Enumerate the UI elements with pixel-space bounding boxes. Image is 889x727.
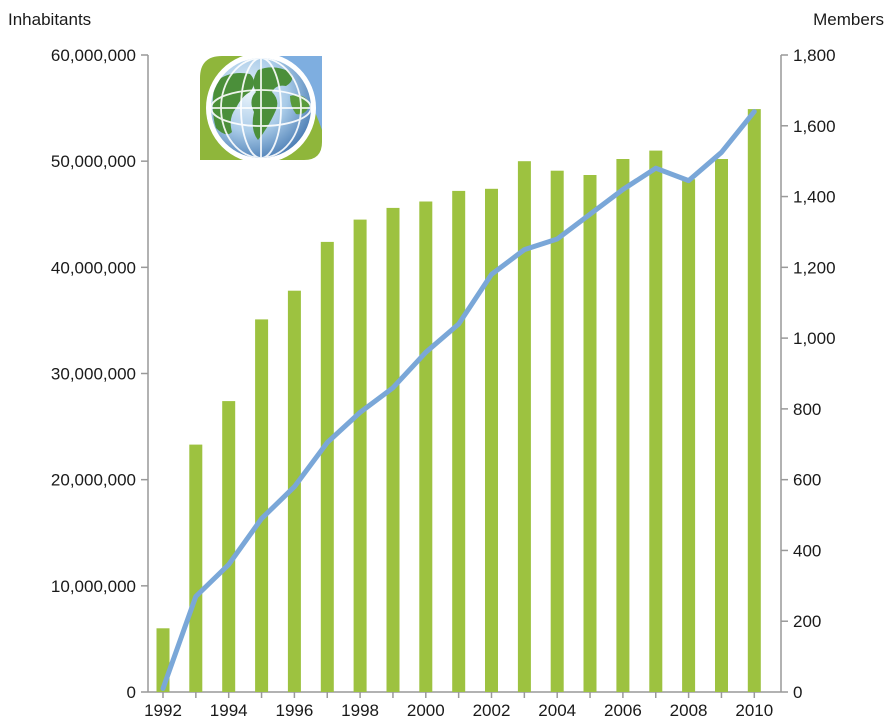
left-tick-label: 50,000,000: [51, 152, 136, 171]
bar-2000: [419, 202, 432, 693]
x-tick-label: 1996: [275, 701, 313, 720]
right-tick-label: 1,200: [793, 258, 836, 277]
bar-1994: [222, 401, 235, 692]
x-tick-label: 2004: [538, 701, 576, 720]
right-tick-label: 200: [793, 612, 821, 631]
bar-2002: [485, 189, 498, 692]
x-tick-label: 2002: [473, 701, 511, 720]
right-tick-label: 1,600: [793, 117, 836, 136]
left-axis-title: Inhabitants: [8, 10, 91, 29]
right-tick-label: 1,400: [793, 188, 836, 207]
right-tick-label: 400: [793, 541, 821, 560]
x-tick-label: 2008: [670, 701, 708, 720]
right-axis-title: Members: [813, 10, 884, 29]
left-tick-label: 40,000,000: [51, 258, 136, 277]
right-tick-label: 600: [793, 471, 821, 490]
bar-2006: [616, 159, 629, 692]
left-tick-label: 20,000,000: [51, 471, 136, 490]
left-axis-ticks: 0 10,000,000 20,000,000 30,000,000 40,000,00…: [51, 46, 148, 702]
x-axis-ticks: 1992 1994 1996 1998 2000 2002 2004 2006 2008 2010: [144, 692, 773, 720]
right-tick-label: 800: [793, 400, 821, 419]
bar-1995: [255, 319, 268, 692]
right-axis-ticks: 0 200 400 600 800 1,000 1,200 1,400 1,600 1,800: [781, 46, 836, 702]
right-tick-label: 1,800: [793, 46, 836, 65]
bar-2010: [748, 109, 761, 692]
x-tick-label: 2010: [735, 701, 773, 720]
bar-2008: [682, 179, 695, 692]
bar-series: [157, 109, 761, 692]
left-tick-label: 10,000,000: [51, 577, 136, 596]
x-tick-label: 1998: [341, 701, 379, 720]
bar-2001: [452, 191, 465, 692]
bar-1997: [321, 242, 334, 692]
globe-logo-icon: [200, 53, 322, 163]
bar-2005: [584, 175, 597, 692]
bar-2009: [715, 159, 728, 692]
left-tick-label: 30,000,000: [51, 365, 136, 384]
x-tick-label: 2006: [604, 701, 642, 720]
bar-1998: [354, 220, 367, 692]
left-tick-label: 60,000,000: [51, 46, 136, 65]
right-tick-label: 0: [793, 683, 802, 702]
bar-2004: [551, 171, 564, 692]
bar-2003: [518, 161, 531, 692]
x-tick-label: 1994: [210, 701, 248, 720]
left-tick-label: 0: [127, 683, 136, 702]
bar-1999: [387, 208, 400, 692]
bar-2007: [649, 151, 662, 692]
x-tick-label: 2000: [407, 701, 445, 720]
right-tick-label: 1,000: [793, 329, 836, 348]
bar-1993: [189, 445, 202, 692]
x-tick-label: 1992: [144, 701, 182, 720]
